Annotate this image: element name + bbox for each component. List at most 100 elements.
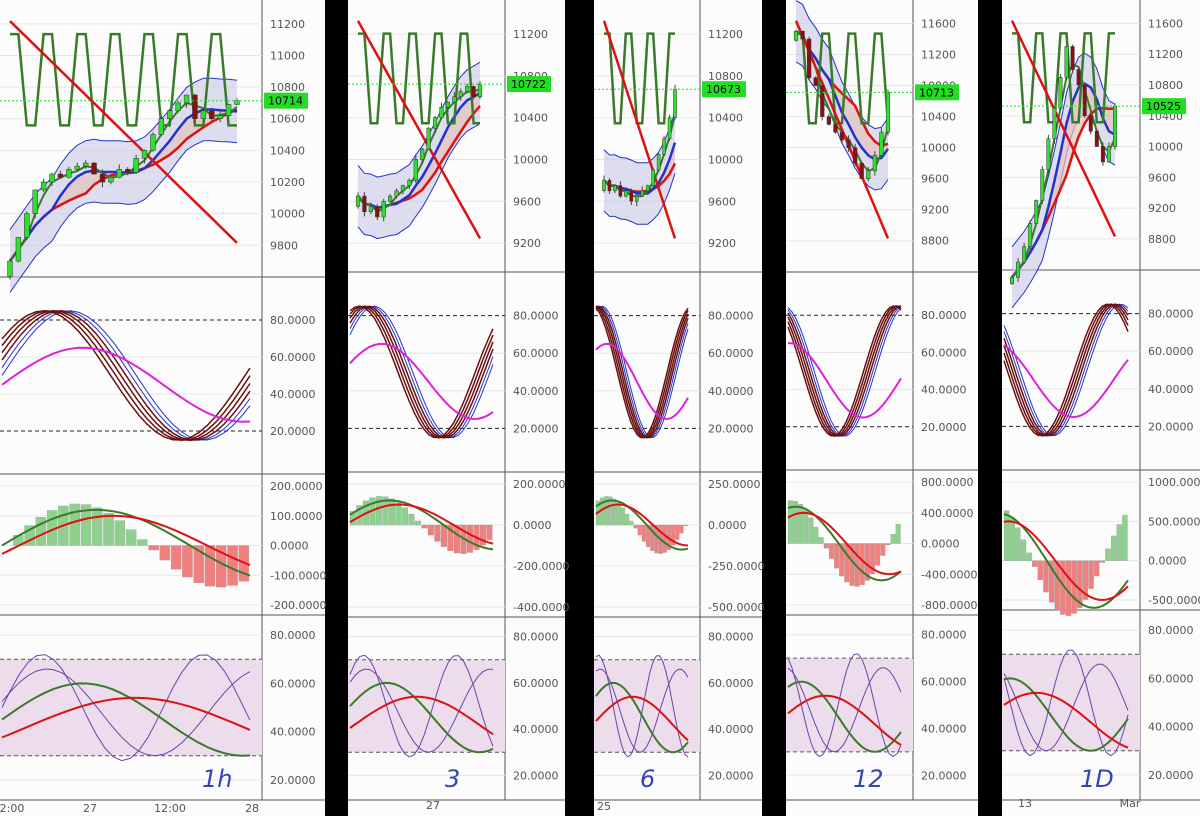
- chart5-rsi-band: [1002, 654, 1140, 751]
- chart3-candle: [656, 154, 661, 171]
- chart1-price-tick: 10800: [270, 81, 305, 94]
- chart3-candle: [634, 195, 639, 202]
- chart1-candle: [225, 104, 232, 116]
- chart4-macd-bar: [813, 526, 819, 544]
- chart5-macd-tick: 0.0000: [1148, 555, 1187, 568]
- chart4-candle: [826, 116, 831, 125]
- chart2-rsi-tick: 80.0000: [513, 631, 559, 644]
- chart3-macd-bar: [616, 502, 621, 526]
- chart1-macd-bar: [114, 520, 126, 546]
- chart1-candle: [7, 260, 13, 277]
- chart5-macd-bar: [1048, 560, 1055, 603]
- chart1-macd-bar: [193, 545, 204, 583]
- chart4-stoch-line: [787, 305, 902, 437]
- chart3-stoch-line: [595, 305, 689, 439]
- chart4-candle: [813, 77, 818, 86]
- chart4-price-tick: 10400: [921, 111, 956, 124]
- chart1-current-tag: [264, 92, 308, 109]
- chart1-macd-bar: [170, 545, 182, 570]
- chart5-group: 1160011200108001040010000960092008800105…: [1002, 0, 1200, 816]
- chart3-price-tick: 10000: [708, 154, 743, 167]
- chart5-price-tick: 10000: [1148, 141, 1183, 154]
- chart5-macd-tick: 1000.0000: [1148, 476, 1200, 489]
- chart5-macd-bar: [1099, 560, 1106, 563]
- chart3-macd-line: [595, 499, 689, 551]
- chart5-macd-bar: [1003, 510, 1010, 561]
- chart4-candle: [833, 124, 838, 133]
- chart5-macd-bar: [1105, 548, 1111, 561]
- chart1-candle: [82, 162, 89, 167]
- chart2-stoch-tick: 40.0000: [513, 385, 559, 398]
- chart1-price-tick: 10200: [270, 176, 305, 189]
- chart1-macd-bar: [148, 545, 159, 551]
- chart3-macd-bar: [625, 513, 630, 526]
- chart2-stoch-line: [349, 305, 494, 439]
- chart1-candle: [158, 118, 165, 135]
- chart4-rsi-tick: 20.0000: [921, 769, 967, 782]
- chart2-candle: [426, 127, 431, 150]
- chart2-macd-bar: [453, 524, 460, 554]
- chart5-rsi-line: [1003, 649, 1129, 757]
- chart3-timeframe-annotation: 6: [640, 765, 655, 793]
- chart3-candle: [662, 138, 666, 155]
- chart2-candle: [394, 190, 399, 197]
- chart1-candle: [234, 100, 240, 105]
- chart4-macd-line: [787, 505, 902, 582]
- chart3-price-tick: 10400: [708, 112, 743, 125]
- chart4-candle: [879, 131, 884, 156]
- chart4-candle: [807, 38, 812, 79]
- chart4-macd-bar: [875, 543, 881, 566]
- chart4-candle: [820, 85, 825, 117]
- chart3-macd-bar: [633, 524, 638, 529]
- chart2-macd-bar: [447, 524, 454, 551]
- chart1-macd-bar: [227, 545, 238, 586]
- chart1-stoch-line: [1, 310, 251, 441]
- chart3-macd-bar: [612, 498, 617, 526]
- chart5-stoch-tick: 60.0000: [1148, 345, 1194, 358]
- chart3-macd-tick: 0.0000: [708, 519, 747, 532]
- chart5-rsi-tick: 40.0000: [1148, 721, 1194, 734]
- chart1-rsi-line: [1, 654, 251, 762]
- chart1-price-tick: 10000: [270, 208, 305, 221]
- chart3-stoch-tick: 60.0000: [708, 347, 754, 360]
- chart5-trend-red: [1010, 20, 1117, 238]
- chart3-rsi-line: [595, 695, 689, 742]
- chart4-candle: [839, 131, 845, 141]
- chart3-macd-bar: [608, 496, 613, 526]
- chart3-group: 11200 10800 10400 10000 9600 9200 10673 80.0000…: [594, 0, 764, 816]
- chart2-group: 11200108001040010000960092001072280.0000…: [348, 0, 569, 816]
- chart5-macd-bar: [1077, 560, 1083, 609]
- chart2-macd-bar: [486, 524, 493, 540]
- chart5-macd-bar: [1122, 515, 1128, 561]
- chart2-rsi-line: [349, 681, 494, 754]
- chart4-candle: [885, 92, 891, 133]
- chart1-candle: [24, 213, 30, 238]
- chart1-macd-line: [1, 508, 251, 577]
- chart3-zigzag-green: [604, 32, 675, 125]
- chart1-stoch-line: [1, 310, 251, 441]
- chart5-zigzag-green: [1012, 32, 1115, 124]
- chart4-macd-tick: -800.0000: [921, 599, 977, 612]
- chart4-macd-bar: [787, 500, 793, 544]
- chart4-rsi-line: [787, 653, 902, 758]
- chart5-candle: [1082, 84, 1087, 117]
- chart5-timeframe-annotation: 1D: [1080, 765, 1114, 793]
- chart2-macd-bar: [375, 496, 382, 526]
- chart2-band-upper: [357, 61, 481, 178]
- chart5-macd-signal: [1003, 520, 1129, 602]
- chart5-candle: [1088, 115, 1093, 132]
- chart1-candle: [217, 115, 223, 119]
- chart4-macd-bar: [818, 537, 824, 544]
- chart2-candle: [439, 107, 444, 118]
- chart5-price-tick: 9200: [1148, 202, 1176, 215]
- chart3-candle: [624, 190, 628, 197]
- chart2-macd-bar: [408, 513, 415, 526]
- chart3-candle: [640, 190, 645, 197]
- chart2-candle: [368, 206, 373, 213]
- chart4-stoch-line: [787, 305, 902, 437]
- chart5-current-tag: [1142, 98, 1186, 115]
- chart2-candle: [420, 148, 425, 160]
- chart4-zigzag-green: [796, 32, 890, 125]
- chart4-rsi-line: [787, 680, 902, 753]
- chart4-price-tick: 9600: [921, 173, 949, 186]
